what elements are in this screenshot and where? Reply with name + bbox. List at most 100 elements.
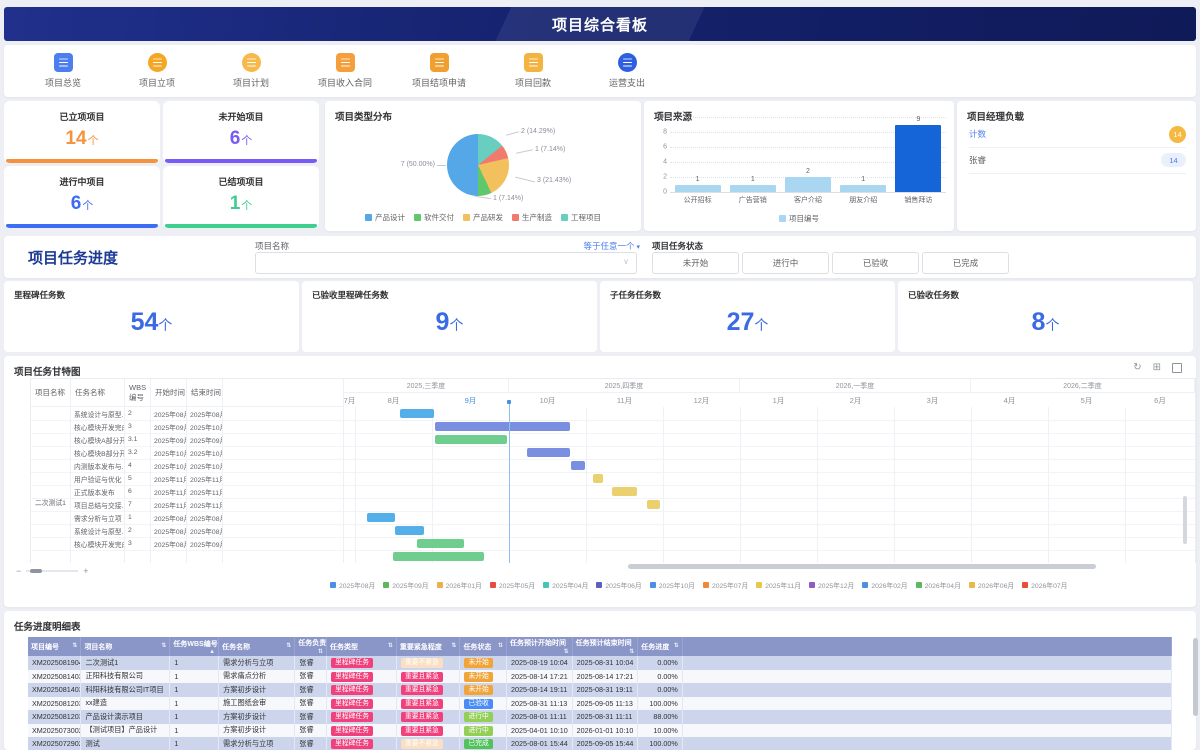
task-detail-row[interactable]: XM20250814039科阳科技有限公司IT项目1方案初步设计张睿里程碑任务 重… (28, 683, 1173, 697)
gantt-task-row[interactable]: 核心模块开发完成 3 2025年08月 2025年09月 (31, 537, 1195, 551)
gantt-bar[interactable] (435, 422, 570, 431)
cell-name: xx建造 (80, 696, 171, 710)
zoom-in-icon[interactable]: + (83, 566, 89, 576)
gantt-task-row[interactable]: 系统设计与原型... 2 2025年08月 2025年08月 (31, 524, 1195, 538)
zoom-out-icon[interactable]: − (16, 566, 22, 576)
gantt-task-row[interactable]: 项目总结与交接... 7 2025年11月 2025年11月 (31, 498, 1195, 512)
gantt-cell (223, 420, 344, 433)
nav-item-项目立项[interactable]: 项目立项 (110, 53, 204, 89)
gantt-bar[interactable] (593, 474, 603, 483)
pie-legend-item[interactable]: 生产制造 (512, 212, 552, 223)
bar-客户介绍[interactable] (785, 177, 831, 192)
page-scrollbar[interactable] (1193, 638, 1198, 716)
gantt-task-row[interactable] (31, 550, 1195, 563)
bar-销售拜访[interactable] (895, 124, 942, 192)
filter-operator-link[interactable]: 等于任意一个 (544, 240, 640, 252)
column-header-任务WBS编号[interactable]: 任务WBS编号 ▲ (169, 637, 220, 656)
gantt-bar[interactable] (367, 513, 395, 522)
gantt-task-row[interactable]: 用户验证与优化 5 2025年11月 2025年11月 (31, 472, 1195, 486)
y-axis-tick-label: 4 (663, 158, 667, 166)
task-detail-row[interactable]: XM20250812032产品设计演示项目1方案初步设计张睿里程碑任务 重要且紧急… (28, 710, 1173, 724)
gantt-bar[interactable] (612, 487, 637, 496)
column-header-任务负责人[interactable]: 任务负责人⇅ (294, 637, 328, 656)
nav-item-项目收入合同[interactable]: 项目收入合同 (298, 53, 392, 89)
nav-item-label: 项目结项申请 (411, 78, 466, 88)
zoom-slider-thumb[interactable] (30, 569, 43, 573)
gantt-bar[interactable] (571, 461, 585, 470)
gantt-cell (31, 537, 71, 550)
bar-广告营销[interactable] (729, 184, 776, 192)
task-status-buttons: 未开始 进行中 已验收 已完成 (652, 252, 1009, 274)
zoom-slider-track[interactable] (26, 569, 79, 573)
column-header-项目名称[interactable]: 项目名称 ⇅ (80, 637, 171, 656)
gantt-task-row[interactable]: 系统设计与原型... 2 2025年08月 2025年08月 (31, 407, 1195, 421)
column-header-项目编号[interactable]: 项目编号 ⇅ (28, 637, 82, 656)
status-filter-button-进行中[interactable]: 进行中 (742, 252, 829, 274)
cell-task: 方案初步设计 (218, 683, 296, 697)
gantt-quarter-label: 2026,二季度 (971, 379, 1195, 392)
task-detail-row[interactable]: XM20250814038正阳科技有限公司1需求痛点分析张睿里程碑任务 重要且紧急… (28, 669, 1173, 683)
project-source-bar-chart[interactable]: 0 2 4 6 8 10 1 1 2 1 9 (659, 114, 946, 196)
legend-swatch-icon (862, 582, 869, 588)
gantt-cell (223, 485, 344, 498)
gantt-task-row[interactable]: 正式版本发布 6 2025年11月 2025年11月 (31, 485, 1195, 499)
nav-item-项目总览[interactable]: 项目总览 (16, 53, 110, 89)
gantt-bar[interactable] (395, 526, 424, 535)
status-filter-button-已完成[interactable]: 已完成 (922, 252, 1009, 274)
task-detail-row[interactable]: XM20250729027测试1需求分析与立项张睿里程碑任务 重要不紧急 已完成 20… (28, 737, 1173, 750)
project-name-select[interactable] (255, 252, 637, 274)
gantt-cell: 2 (125, 407, 151, 420)
column-header-任务状态[interactable]: 任务状态 ⇅ (459, 637, 508, 656)
column-header-任务预计结束时间[interactable]: 任务预计结束时间 ⇅ (572, 637, 639, 656)
manager-row-张睿[interactable]: 张睿 14 (969, 147, 1186, 174)
gantt-bar[interactable] (435, 435, 507, 444)
gantt-task-row[interactable]: 内测版本发布与... 4 2025年10月 2025年10月 (31, 459, 1195, 473)
pie-legend-item[interactable]: 产品设计 (365, 212, 405, 223)
bar-朋友介绍[interactable] (840, 184, 887, 192)
gantt-cell (31, 550, 71, 563)
gantt-bar[interactable] (393, 552, 484, 561)
pie-leader-line (506, 131, 519, 136)
gantt-horizontal-scrollbar[interactable] (628, 564, 1096, 569)
bar-公开招标[interactable] (674, 184, 721, 192)
nav-item-项目结项申请[interactable]: 项目结项申请 (392, 53, 486, 89)
bar-legend-label: 项目编号 (789, 214, 819, 223)
gantt-month-label: 7月 (344, 396, 356, 405)
task-detail-row[interactable]: XM20250819040二次测试11需求分析与立项张睿里程碑任务 重要不紧急 未开… (28, 656, 1173, 670)
column-header-重要紧急程度[interactable]: 重要紧急程度 ⇅ (396, 637, 461, 656)
gantt-bar[interactable] (647, 500, 660, 509)
nav-item-项目回款[interactable]: 项目回款 (486, 53, 580, 89)
nav-item-运营支出[interactable]: 运营支出 (580, 53, 674, 89)
manager-row-计数[interactable]: 计数 14 (969, 121, 1186, 148)
pie-legend-item[interactable]: 工程项目 (561, 212, 601, 223)
stat-card-value: 14个 (65, 128, 99, 149)
pie-legend-item[interactable]: 产品研发 (463, 212, 503, 223)
type-badge: 里程碑任务 (331, 712, 374, 723)
gantt-bar[interactable] (417, 539, 464, 548)
gantt-bar[interactable] (400, 409, 434, 418)
status-filter-button-未开始[interactable]: 未开始 (652, 252, 739, 274)
task-stat-unit: 个 (158, 317, 173, 333)
column-header-任务预计开始时间[interactable]: 任务预计开始时间 ⇅ (506, 637, 573, 656)
status-filter-button-已验收[interactable]: 已验收 (832, 252, 919, 274)
gantt-gridline (1125, 407, 1126, 563)
column-header-任务进度[interactable]: 任务进度 ⇅ (637, 637, 683, 656)
nav-item-项目计划[interactable]: 项目计划 (204, 53, 298, 89)
column-header-任务名称[interactable]: 任务名称 ⇅ (218, 637, 296, 656)
pie-legend-item[interactable]: 软件交付 (414, 212, 454, 223)
column-header-任务类型[interactable]: 任务类型 ⇅ (326, 637, 397, 656)
fullscreen-icon[interactable] (1172, 363, 1182, 373)
gantt-vertical-scrollbar[interactable] (1183, 496, 1187, 544)
project-type-pie-chart[interactable] (447, 134, 509, 196)
gantt-task-row[interactable]: 需求分析与立项 1 2025年08月 2025年08月 (31, 511, 1195, 525)
task-detail-row[interactable]: XM20250812033xx建造1施工图纸会审张睿里程碑任务 重要且紧急 已验收 2… (28, 696, 1173, 710)
gantt-task-row[interactable]: 核心模块开发完成 3 2025年09月 2025年10月 (31, 420, 1195, 434)
cell-status: 进行中 (459, 710, 508, 724)
refresh-icon[interactable]: ↻ (1133, 362, 1142, 373)
gantt-bar[interactable] (527, 448, 570, 457)
gantt-title: 项目任务甘特图 (14, 367, 81, 378)
grid-view-icon[interactable]: ⊞ (1152, 362, 1161, 373)
